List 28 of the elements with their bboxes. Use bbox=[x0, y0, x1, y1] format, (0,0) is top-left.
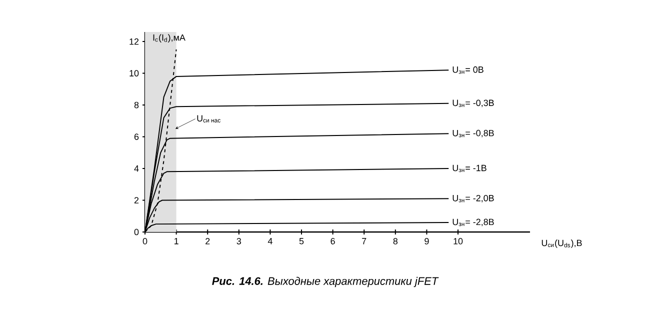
series-label: U$_{зн}$= -2,0В bbox=[452, 194, 494, 202]
y-axis-title: I$_{с}$(I$_{d}$),мА bbox=[153, 34, 186, 42]
x-tick-label: 4 bbox=[268, 238, 272, 244]
series-label: U$_{зн}$= -1В bbox=[452, 164, 486, 172]
x-tick-label: 5 bbox=[299, 238, 304, 244]
x-tick-label: 6 bbox=[330, 238, 335, 244]
y-tick-label: 12 bbox=[130, 38, 139, 45]
series-label: U$_{зн}$= -0,3В bbox=[452, 100, 494, 108]
x-tick-label: 8 bbox=[393, 238, 398, 244]
series-label: U$_{зн}$= 0В bbox=[452, 66, 484, 74]
annotation: $\text{U}_{\text{си нас}}$ bbox=[197, 115, 220, 122]
series-label: U$_{зн}$= -2,8В bbox=[452, 218, 494, 226]
x-axis-title: U$_{си}$(U$_{ds}$),В bbox=[542, 240, 582, 248]
x-tick-label: 2 bbox=[206, 238, 210, 244]
x-tick-label: 9 bbox=[424, 238, 429, 244]
y-tick-label: 2 bbox=[134, 197, 139, 204]
x-tick-label: 7 bbox=[362, 238, 366, 244]
series-label: U$_{зн}$= -0,8В bbox=[452, 130, 494, 138]
y-tick-label: 6 bbox=[134, 134, 139, 140]
y-tick-label: 8 bbox=[134, 102, 139, 108]
x-tick-label: 1 bbox=[174, 238, 178, 244]
x-tick-label: 0 bbox=[142, 238, 148, 244]
y-tick-label: 4 bbox=[134, 165, 139, 172]
y-tick-label: 10 bbox=[130, 70, 139, 76]
x-tick-label: 10 bbox=[454, 238, 463, 244]
x-tick-label: 3 bbox=[236, 238, 242, 244]
y-tick-label: 0 bbox=[134, 228, 139, 236]
text: Рис. 14.6. Выходные характеристики jFET bbox=[212, 276, 439, 288]
